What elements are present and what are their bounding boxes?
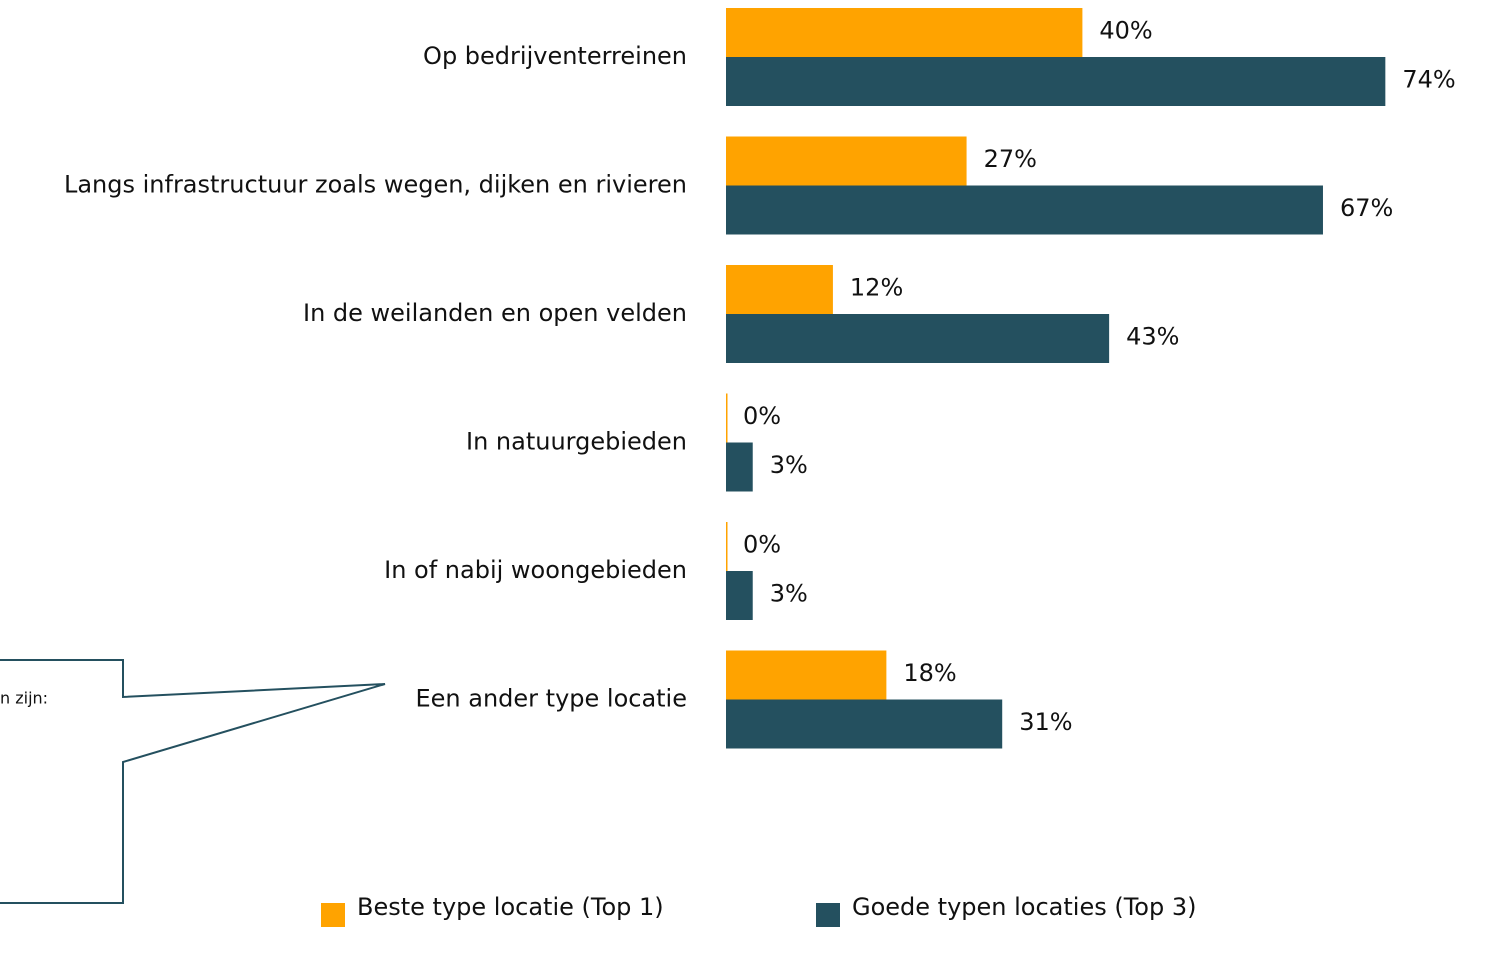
value-label: 40%	[1099, 17, 1152, 45]
legend-swatch	[816, 903, 840, 927]
bar	[726, 314, 1110, 363]
bar	[726, 136, 967, 186]
value-label: 31%	[1019, 708, 1072, 736]
bar	[726, 57, 1386, 106]
bar	[726, 442, 753, 492]
bar	[726, 393, 728, 443]
category-label: In of nabij woongebieden	[384, 556, 687, 584]
value-label: 74%	[1402, 66, 1455, 94]
bar	[726, 650, 887, 700]
value-label: 0%	[743, 531, 781, 559]
category-label: In natuurgebieden	[466, 428, 687, 456]
value-label: 3%	[770, 451, 808, 479]
value-label: 67%	[1340, 194, 1393, 222]
bar	[726, 8, 1083, 57]
legend-label: Beste type locatie (Top 1)	[357, 893, 664, 921]
bar	[726, 265, 833, 314]
callout-text: n zijn:	[0, 689, 48, 708]
bar	[726, 571, 753, 620]
callout-box	[0, 659, 386, 904]
value-label: 18%	[903, 659, 956, 687]
bar	[726, 522, 728, 571]
category-label: In de weilanden en open velden	[303, 299, 687, 327]
category-label: Een ander type locatie	[415, 685, 687, 713]
legend-label: Goede typen locaties (Top 3)	[852, 893, 1196, 921]
category-label: Langs infrastructuur zoals wegen, dijken…	[64, 171, 687, 199]
category-label: Op bedrijventerreinen	[423, 42, 687, 70]
value-label: 12%	[850, 274, 903, 302]
bar	[726, 699, 1003, 749]
legend-swatch	[321, 903, 345, 927]
value-label: 0%	[743, 402, 781, 430]
value-label: 3%	[770, 580, 808, 608]
bar	[726, 185, 1323, 235]
value-label: 27%	[984, 145, 1037, 173]
value-label: 43%	[1126, 323, 1179, 351]
